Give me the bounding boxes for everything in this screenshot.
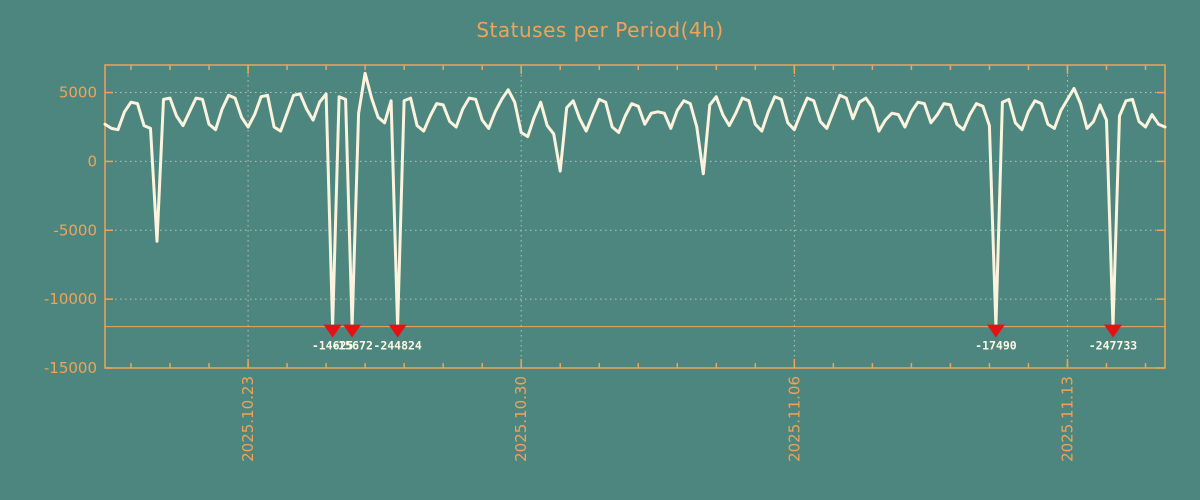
y-axis-label: -5000 [53,221,97,239]
x-axis-label: 2025.11.13 [1058,376,1076,462]
y-axis-label: -10000 [44,290,97,308]
x-axis-label: 2025.10.30 [512,376,530,462]
series-line [103,71,1167,329]
annotation-value-label: -14625 [312,339,354,353]
annotation-value-label: -247733 [1089,339,1138,353]
annotation-value-label: -244824 [373,339,422,353]
y-axis-label: 5000 [59,84,97,102]
chart-title: Statuses per Period(4h) [476,18,724,42]
annotation-value-label: -17490 [975,339,1017,353]
x-axis-label: 2025.11.06 [785,376,803,462]
clip-marker-icon [323,324,342,338]
clip-marker-icon [388,324,407,338]
plot-frame [104,64,1166,369]
clip-marker-icon [1103,324,1122,338]
y-axis-label: 0 [87,152,97,170]
annotation-value-label: -15672 [331,339,373,353]
clip-marker-icon [986,324,1005,338]
y-axis-label: -15000 [44,359,97,377]
clip-marker-icon [343,324,362,338]
x-axis-label: 2025.10.23 [239,376,257,462]
